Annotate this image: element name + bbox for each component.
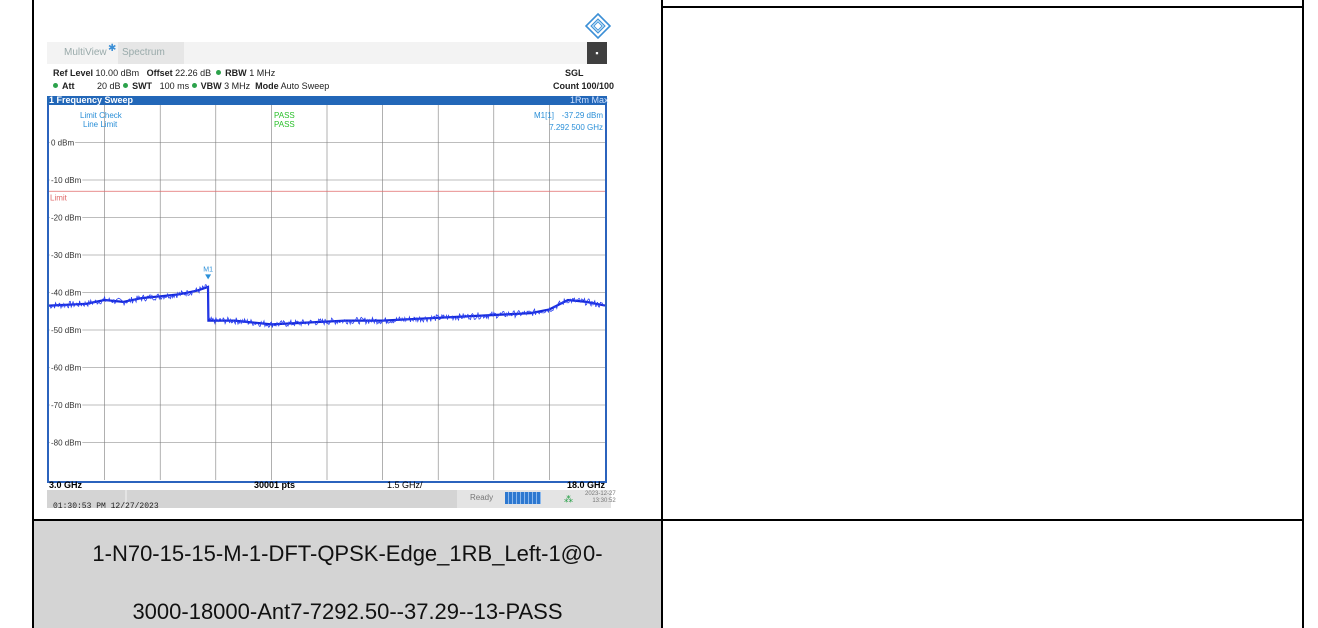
swt-coupled-icon — [123, 83, 129, 88]
div-label: 1.5 GHz/ — [387, 480, 423, 490]
offset-label: Offset — [146, 68, 173, 78]
line-limit-label: Line Limit — [83, 120, 118, 129]
x-axis-footer: 3.0 GHz 30001 pts 1.5 GHz/ 18.0 GHz — [49, 480, 605, 490]
multiview-star-icon: ✱ — [108, 43, 117, 54]
sweep-count: Count 100/100 — [553, 81, 615, 91]
header-row-1: Ref Level 10.00 dBm Offset 22.26 dB RBW … — [53, 68, 275, 79]
limit-check-label: Limit Check — [80, 111, 123, 120]
swt-value: 100 ms — [159, 81, 190, 91]
y-tick-label: -80 dBm — [51, 439, 82, 448]
sweep-title: 1 Frequency Sweep — [49, 95, 134, 105]
trace-mode: 1Rm Max — [570, 95, 609, 105]
limit-label: Limit — [50, 193, 68, 202]
caption-line-1: 1-N70-15-15-M-1-DFT-QPSK-Edge_1RB_Left-1… — [92, 541, 603, 566]
rbw-value: 1 MHz — [249, 68, 276, 78]
caption-cell: 1-N70-15-15-M-1-DFT-QPSK-Edge_1RB_Left-1… — [32, 519, 663, 628]
ref-level-label: Ref Level — [53, 68, 94, 78]
rohde-schwarz-logo-icon — [585, 13, 611, 39]
y-tick-label: -40 dBm — [51, 289, 82, 298]
vbw-value: 3 MHz — [224, 81, 251, 91]
vbw-label: VBW — [200, 81, 222, 91]
x-stop-label: 18.0 GHz — [566, 480, 605, 490]
caption-line-2: 3000-18000-Ant7-7292.50--37.29--13-PASS — [132, 599, 563, 624]
ready-status: Ready — [470, 493, 494, 502]
screenshot-timestamp: 01:30:53 PM 12/27/2023 — [53, 502, 159, 511]
rbw-label: RBW — [225, 68, 247, 78]
progress-indicator — [505, 492, 541, 504]
y-tick-label: -10 dBm — [51, 176, 82, 185]
line-limit-result: PASS — [274, 120, 295, 129]
y-tick-label: -20 dBm — [51, 214, 82, 223]
marker-freq-readout: 7.292 500 GHz — [549, 123, 603, 132]
sgl-indicator: SGL — [565, 68, 584, 78]
ref-level-value: 10.00 dBm — [95, 68, 140, 78]
plot-grid — [49, 105, 605, 480]
mode-label: Mode — [255, 81, 279, 91]
x-start-label: 3.0 GHz — [49, 480, 83, 490]
y-axis-labels: 0 dBm -10 dBm -20 dBm -30 dBm -40 dBm -50 dBm… — [50, 137, 84, 449]
tab-bar — [47, 42, 607, 64]
marker-m1-label: M1 — [203, 266, 213, 273]
status-datetime: 2023-12-27 13:30:52 — [585, 491, 616, 505]
points-label: 30001 pts — [254, 480, 296, 490]
status-segment-2 — [127, 490, 457, 508]
att-label: Att — [62, 81, 75, 91]
marker-group: M1 — [203, 266, 213, 280]
y-tick-label: -50 dBm — [51, 326, 82, 335]
empty-caption-cell — [663, 519, 1304, 628]
y-tick-label: -30 dBm — [51, 251, 82, 260]
att-coupled-icon — [53, 83, 58, 88]
status-date: 2023-12-27 — [585, 491, 616, 497]
y-tick-label: 0 dBm — [51, 139, 74, 148]
limit-line-group: Limit — [49, 190, 605, 202]
network-icon: ⁂ — [564, 494, 573, 504]
att-value: 20 dB — [97, 81, 121, 91]
plot-frame — [47, 105, 607, 483]
empty-cell — [663, 0, 1304, 519]
instrument-screen — [47, 42, 611, 508]
table-top-border — [663, 6, 1304, 8]
menu-icon[interactable]: ▪ — [587, 42, 607, 64]
y-tick-label: -60 dBm — [51, 364, 82, 373]
marker-m1-icon — [205, 274, 212, 280]
limit-check-result: PASS — [274, 111, 295, 120]
offset-value: 22.26 dB — [175, 68, 212, 78]
marker-readout-label: M1[1] — [534, 111, 554, 120]
status-segment-1 — [47, 490, 125, 508]
tab-spectrum[interactable]: Spectrum — [118, 42, 184, 64]
screenshot-cell — [32, 0, 663, 519]
mode-value: Auto Sweep — [280, 81, 330, 91]
trace-noise-line — [48, 284, 605, 328]
y-tick-label: -70 dBm — [51, 401, 82, 410]
tab-multiview[interactable]: MultiView — [64, 47, 107, 58]
sweep-title-bar — [47, 96, 607, 105]
status-time: 13:30:52 — [592, 498, 616, 504]
swt-label: SWT — [132, 81, 153, 91]
rbw-coupled-icon — [216, 70, 222, 75]
marker-level-readout: -37.29 dBm — [562, 111, 604, 120]
header-row-2: Att 20 dB SWT 100 ms VBW 3 MHz Mode Auto… — [53, 81, 329, 92]
vbw-coupled-icon — [191, 83, 197, 88]
spectrum-plot: 0 dBm -10 dBm -20 dBm -30 dBm -40 dBm -50 dBm… — [48, 105, 606, 480]
